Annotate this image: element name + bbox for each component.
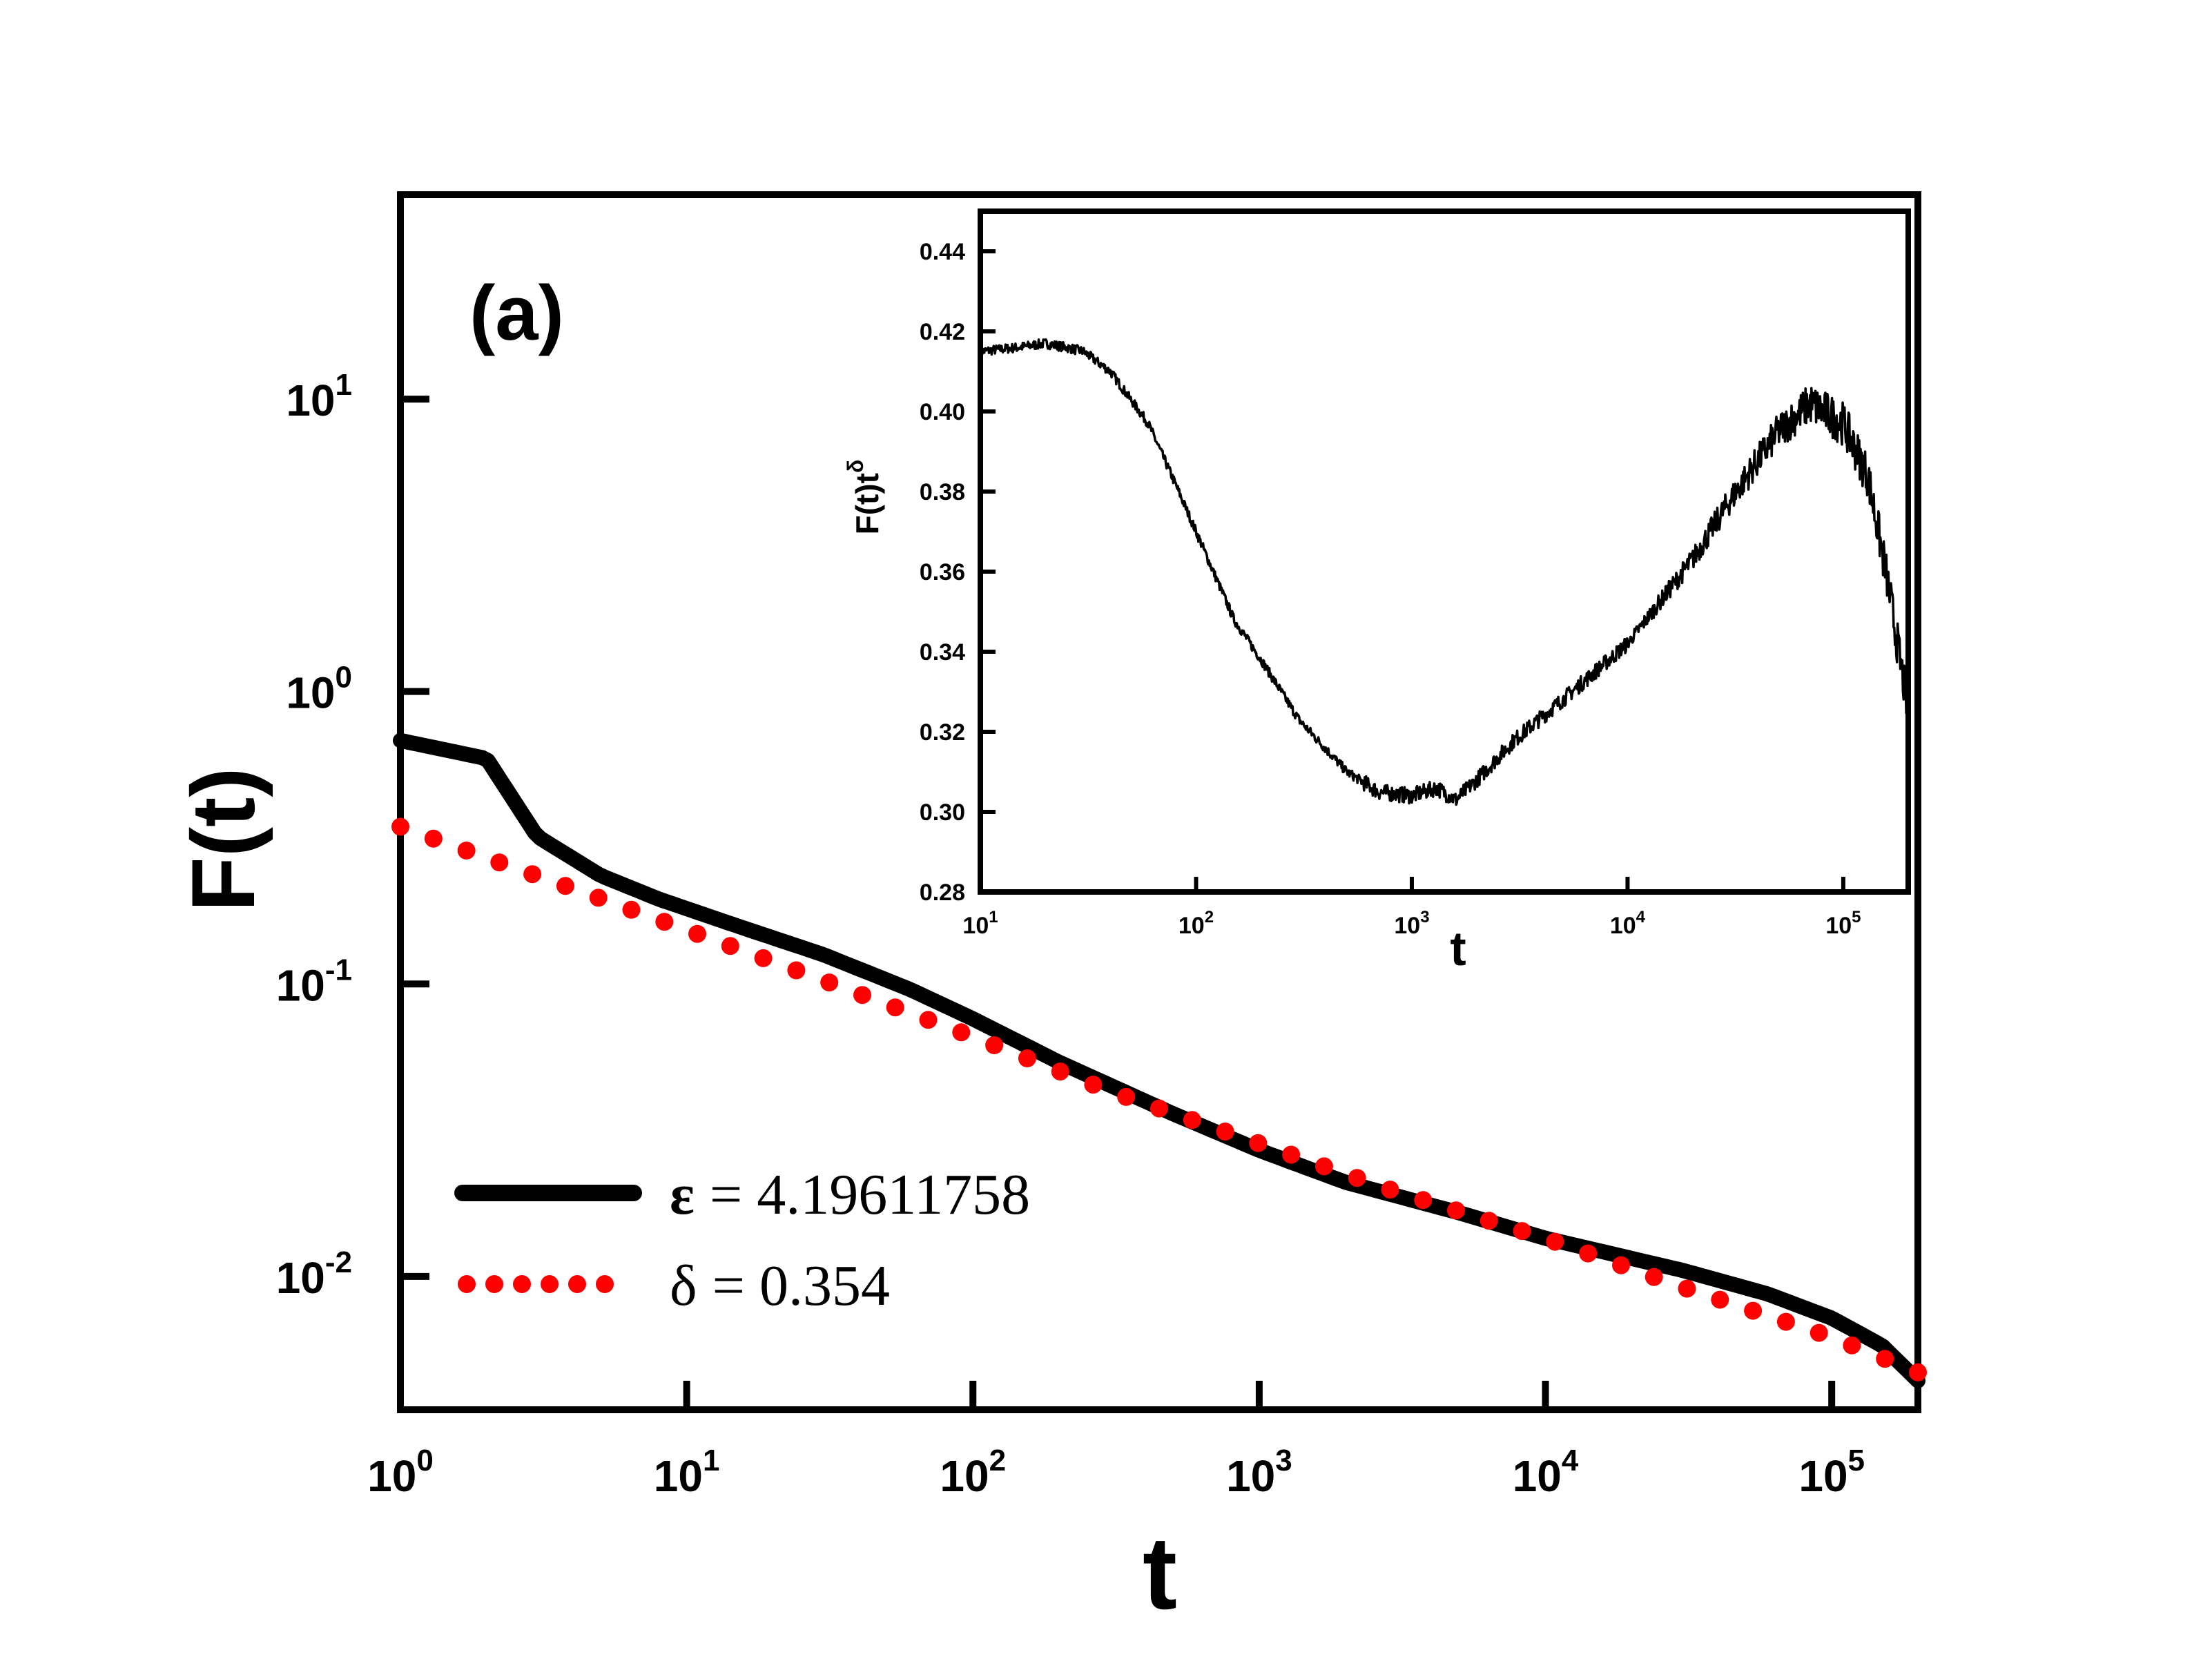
inset-x-tick-label: 103 [1394,908,1429,939]
main-x-tick-label: 104 [1513,1444,1579,1501]
series-dot-delta [1282,1145,1301,1164]
legend-symbol-delta: δ [670,1254,697,1318]
inset-y-tick-label: 0.42 [920,319,965,345]
series-dot-delta [1909,1363,1927,1381]
inset-y-tick-label: 0.28 [920,880,965,906]
series-dot-delta [523,865,542,884]
series-dot-delta [853,986,871,1005]
inset-y-axis-title: F(t)tδ [843,460,885,535]
series-dot-delta [655,913,674,931]
inset-x-tick-label: 102 [1178,908,1214,939]
main-x-tick-label: 105 [1798,1444,1865,1501]
legend-value-delta: = 0.354 [712,1254,890,1318]
series-dot-delta [391,817,409,836]
series-dot-delta [1744,1301,1763,1320]
series-dot-delta [1051,1062,1069,1081]
main-y-axis-title: F(t) [173,767,273,911]
inset-plot-frame [978,208,1911,895]
series-dot-delta [886,998,904,1017]
series-dot-delta [1314,1157,1333,1176]
series-dot-delta [1084,1076,1103,1094]
series-dot-delta [1876,1350,1894,1368]
legend-label-delta: δ = 0.354 [670,1254,890,1318]
main-x-tick-label: 101 [654,1444,720,1501]
inset-background [967,207,1914,897]
inset-y-tick-label: 0.34 [920,639,965,666]
series-dot-delta [1776,1312,1795,1331]
series-dot-delta [1678,1279,1696,1298]
series-dot-delta [1711,1290,1729,1309]
series-dot-delta [1447,1201,1465,1220]
inset-y-axis-title-sup: δ [843,460,868,473]
panel-label: (a) [469,270,564,356]
series-dot-delta [787,961,806,980]
inset-series-line [979,338,1910,806]
main-x-tick-label: 100 [367,1444,434,1501]
series-dot-delta [985,1036,1004,1054]
main-y-tick-label: 100 [286,661,352,718]
legend-label-epsilon: ε = 4.19611758 [670,1163,1030,1227]
inset-y-tick-label: 0.40 [920,399,965,425]
series-dot-delta [688,924,706,943]
legend-value-epsilon: = 4.19611758 [710,1163,1030,1227]
series-dot-delta [1117,1087,1136,1106]
series-dot-delta [721,937,739,955]
series-dot-delta [457,842,476,860]
series-dot-delta [1810,1323,1828,1342]
inset-x-tick-label: 101 [962,908,998,939]
series-dot-delta [556,877,574,895]
series-dot-delta [1513,1222,1531,1241]
main-x-tick-label: 102 [940,1444,1006,1501]
inset-x-tick-label: 104 [1610,908,1646,939]
series-dot-delta [1645,1268,1663,1286]
series-dot-delta [1546,1232,1564,1251]
main-y-tick-label: 101 [286,368,352,425]
series-dot-delta [1479,1212,1498,1230]
series-dot-delta [1183,1111,1201,1129]
series-dot-delta [622,900,641,919]
series-dot-delta [1249,1134,1268,1152]
main-chart: 100 101 102 103 104 105 10-2 10-1 100 101 (a) t F… [173,191,1927,1631]
series-dot-delta [1843,1336,1861,1355]
series-dot-delta [1348,1169,1366,1187]
inset-y-tick-label: 0.38 [920,479,965,505]
series-dot-delta [1150,1099,1168,1118]
series-dot-delta [820,973,839,992]
main-plot-frame [397,191,1921,1413]
main-ticks: 100 101 102 103 104 105 10-2 10-1 100 101 [276,368,1865,1501]
main-x-axis-title: t [1143,1515,1177,1631]
series-dot-delta [1414,1191,1433,1210]
series-dot-delta [754,949,773,967]
main-series [391,732,1927,1388]
inset-y-tick-label: 0.44 [920,239,965,265]
main-y-tick-label: 10-2 [276,1245,352,1303]
main-x-tick-label: 103 [1226,1444,1292,1501]
inset-series [979,338,1910,806]
inset-y-tick-label: 0.30 [920,799,965,826]
legend-symbol-epsilon: ε [670,1163,695,1227]
inset-y-axis-title-base: F(t)t [849,473,885,534]
inset-y-tick-label: 0.32 [920,719,965,746]
series-dot-delta [589,889,608,907]
series-dot-delta [1579,1244,1598,1263]
inset-y-tick-label: 0.36 [920,559,965,585]
inset-x-axis-title: t [1450,922,1466,976]
series-dot-delta [1216,1123,1234,1141]
legend: ε = 4.19611758 δ = 0.354 [454,1163,1030,1318]
inset-x-tick-label: 105 [1825,908,1861,939]
series-dot-delta [1612,1256,1630,1274]
main-y-tick-label: 10-1 [276,953,352,1010]
inset-ticks: 101 102 103 104 105 0.28 0.30 0.32 0.34 0.36 0.38 0… [920,239,1861,939]
series-dot-delta [952,1023,971,1042]
series-dots-delta [391,817,1927,1381]
inset-chart: 101 102 103 104 105 0.28 0.30 0.32 0.34 0.36 0.38 0… [843,207,1914,976]
series-dot-delta [1381,1181,1399,1199]
series-dot-delta [424,829,443,848]
series-dot-delta [1018,1049,1036,1067]
series-dot-delta [490,853,509,872]
series-dot-delta [919,1011,938,1029]
